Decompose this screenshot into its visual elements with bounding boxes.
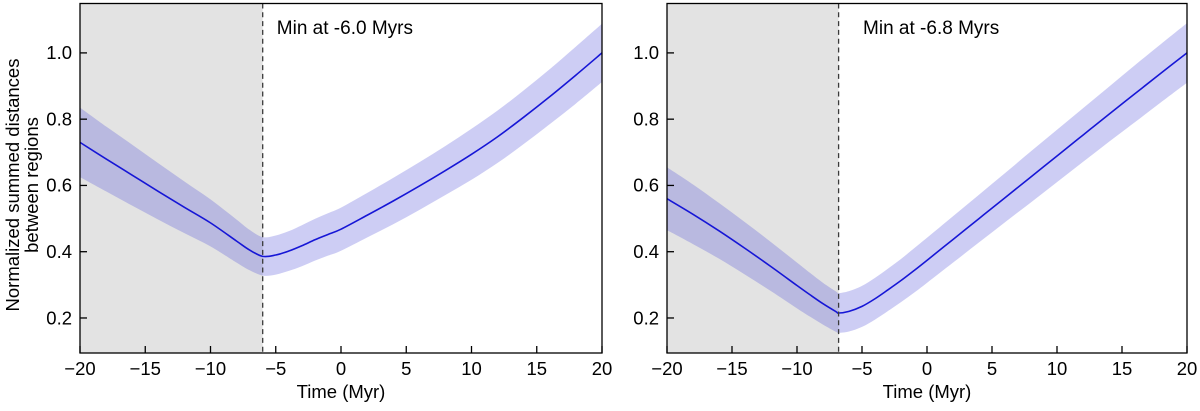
y-tick-label: 0.4: [633, 241, 659, 262]
x-tick-label: 0: [336, 358, 346, 379]
shaded-past-region: [80, 3, 263, 353]
y-axis-label-line: between regions: [21, 117, 42, 253]
x-tick-label: −5: [851, 358, 872, 379]
y-tick-label: 0.8: [633, 108, 659, 129]
x-tick-label: 10: [1047, 358, 1068, 379]
confidence-band: [667, 23, 1187, 333]
panel-left: −20 −15 −10 −5 0 5 10 15 20 0.2 0.4 0.6 0.8 1.0 Time (…: [2, 2, 613, 402]
x-tick-label: −10: [781, 358, 812, 379]
x-tick-label: 20: [1177, 358, 1198, 379]
y-tick-label: 0.6: [633, 175, 659, 196]
min-annotation: Min at -6.8 Myrs: [863, 18, 999, 39]
x-tick-label: 10: [461, 358, 482, 379]
x-tick-label: −15: [130, 358, 161, 379]
confidence-band: [80, 23, 602, 276]
y-tick-label: 0.8: [46, 108, 72, 129]
distance-curve-line: [79, 52, 603, 258]
x-tick-label: 15: [526, 358, 547, 379]
x-tick-label: 15: [1112, 358, 1133, 379]
x-axis-label: Time (Myr): [883, 381, 972, 402]
x-tick-label: 5: [401, 358, 411, 379]
x-tick-label: 5: [987, 358, 997, 379]
y-tick-label: 0.2: [633, 307, 659, 328]
x-tick-label: −20: [651, 358, 682, 379]
min-annotation: Min at -6.0 Myrs: [277, 18, 413, 39]
x-tick-label: −15: [716, 358, 747, 379]
y-tick-label: 1.0: [633, 42, 659, 63]
distance-curve-line: [666, 52, 1188, 314]
x-tick-label: 0: [922, 358, 932, 379]
x-axis-label: Time (Myr): [297, 381, 386, 402]
x-tick-label: −5: [265, 358, 286, 379]
y-tick-label: 0.4: [46, 241, 72, 262]
x-tick-label: 20: [592, 358, 613, 379]
y-tick-label: 1.0: [46, 42, 72, 63]
y-axis-label-line: Normalized summed distances: [2, 59, 23, 312]
x-tick-label: −10: [195, 358, 226, 379]
x-tick-label: −20: [64, 358, 95, 379]
y-tick-label: 0.6: [46, 175, 72, 196]
y-tick-label: 0.2: [46, 307, 72, 328]
panel-right: −20 −15 −10 −5 0 5 10 15 20 0.2 0.4 0.6 0.8 1.0 Time (…: [633, 2, 1198, 402]
